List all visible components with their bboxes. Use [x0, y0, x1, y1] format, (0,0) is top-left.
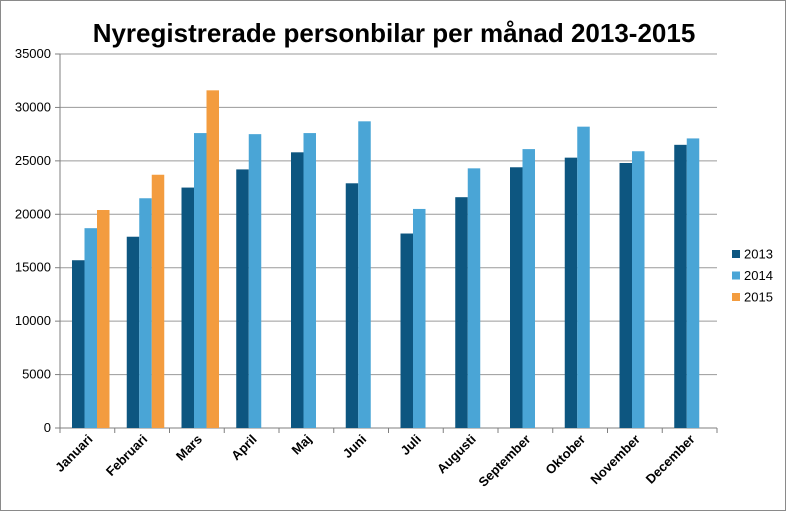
- legend-swatch-2013: [732, 250, 740, 258]
- bar-2013-januari: [72, 260, 85, 428]
- bar-2013-september: [510, 167, 523, 429]
- bar-2013-december: [674, 144, 687, 429]
- x-tick-labels: Januari Februari Mars April Maj Juni Juli Augus…: [52, 432, 698, 490]
- x-tick-label-april: April: [228, 432, 260, 464]
- bar-2014-november: [632, 151, 645, 429]
- y-tick-label: 5000: [22, 367, 51, 382]
- bar-2013-juli: [400, 233, 413, 428]
- legend-label-2013: 2013: [744, 247, 773, 262]
- bars: [72, 90, 700, 429]
- bar-2014-december: [686, 138, 700, 428]
- y-tick-label: 20000: [15, 206, 51, 221]
- y-tick-label: 30000: [15, 99, 51, 114]
- bar-2014-juli: [413, 208, 426, 428]
- x-tick-label-mars: Mars: [173, 432, 205, 464]
- y-tick-label: 35000: [15, 46, 51, 61]
- y-tick-label: 10000: [15, 313, 51, 328]
- bar-2015-mars: [206, 90, 219, 429]
- legend-swatch-2014: [732, 271, 740, 280]
- x-tick-label-augusti: Augusti: [434, 432, 479, 477]
- bar-2013-augusti: [455, 197, 468, 428]
- bar-2013-juni: [345, 183, 359, 428]
- axes: 0 5000 10000 15000 20000 25000 30000 35000: [15, 46, 718, 435]
- x-tick-label-november: November: [587, 432, 643, 488]
- bar-2015-februari: [151, 174, 165, 428]
- bar-2013-februari: [126, 236, 140, 428]
- y-tick-label: 0: [44, 420, 51, 435]
- chart-title: Nyregistrerade personbilar per månad 201…: [93, 18, 696, 48]
- bar-2014-oktober: [577, 126, 590, 429]
- x-tick-label-juli: Juli: [398, 432, 424, 458]
- x-tick-label-januari: Januari: [52, 432, 95, 475]
- x-tick-label-februari: Februari: [103, 432, 150, 479]
- x-tick-label-september: September: [475, 432, 533, 490]
- bar-2014-mars: [194, 133, 207, 428]
- x-tick-label-juni: Juni: [340, 432, 370, 462]
- legend-label-2014: 2014: [744, 268, 773, 283]
- bar-2014-september: [522, 149, 535, 429]
- y-tick-label: 15000: [15, 260, 51, 275]
- x-tick-label-maj: Maj: [289, 432, 315, 458]
- legend: 2013 2014 2015: [732, 247, 773, 305]
- bar-2013-maj: [291, 152, 304, 428]
- x-tick-label-december: December: [643, 432, 698, 487]
- y-tick-label: 25000: [15, 153, 51, 168]
- bar-2014-april: [248, 134, 262, 428]
- bar-2014-maj: [303, 133, 316, 428]
- bar-2014-januari: [84, 228, 97, 428]
- bar-2014-augusti: [467, 168, 481, 428]
- bar-2013-mars: [181, 187, 194, 428]
- bar-2014-februari: [139, 198, 152, 428]
- bar-2013-oktober: [564, 157, 578, 428]
- bar-2014-juni: [358, 121, 371, 428]
- x-tick-label-oktober: Oktober: [542, 432, 588, 478]
- bar-2015-januari: [97, 210, 110, 428]
- legend-label-2015: 2015: [744, 290, 773, 305]
- bar-2013-april: [236, 169, 249, 429]
- legend-swatch-2015: [732, 293, 740, 301]
- bar-2013-november: [619, 162, 632, 428]
- gridlines: [60, 53, 717, 376]
